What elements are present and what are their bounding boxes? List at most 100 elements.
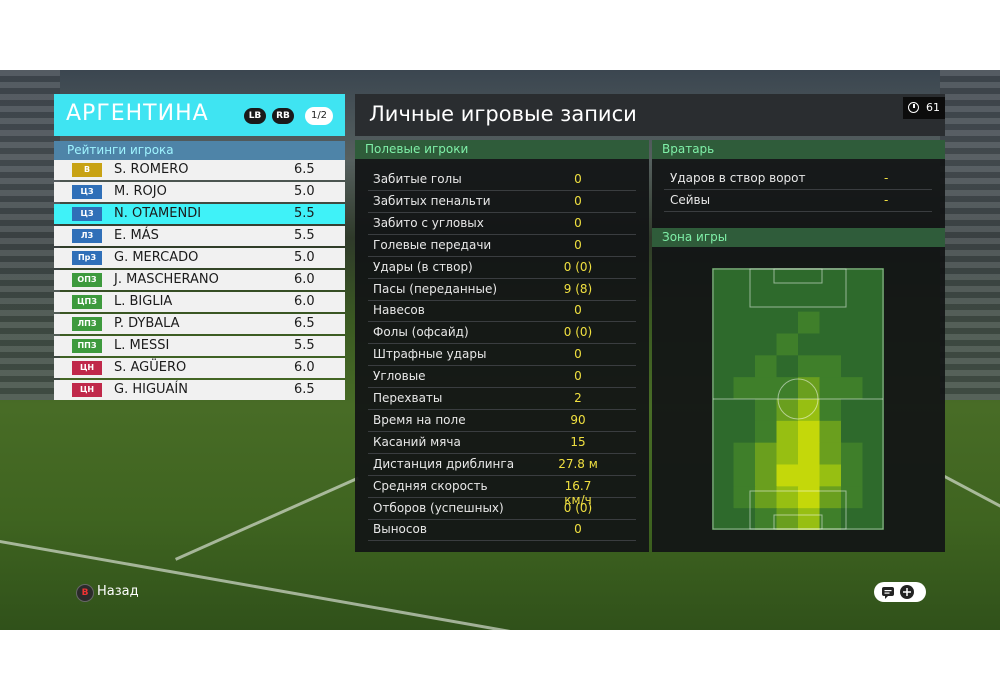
heat-cell: [755, 486, 777, 509]
player-name: N. OTAMENDI: [114, 206, 202, 221]
heat-cell: [755, 420, 777, 444]
player-row[interactable]: ЦН S. AGÜERO 6.0: [54, 358, 345, 378]
page-indicator: 1/2: [305, 107, 333, 125]
player-name: L. BIGLIA: [114, 294, 173, 309]
field-players-panel: Полевые игроки Забитые голы 0 Забитых пена…: [355, 140, 649, 552]
goalkeeper-stat-label: Сейвы: [670, 193, 711, 207]
player-name: G. MERCADO: [114, 250, 199, 265]
player-name: L. MESSI: [114, 338, 170, 353]
b-button-icon: B: [76, 584, 94, 602]
heat-cell: [755, 268, 777, 291]
player-rating: 6.0: [294, 272, 315, 287]
heat-cell: [755, 399, 777, 422]
heat-cell: [712, 377, 734, 400]
heat-cell: [776, 486, 799, 509]
goalkeeper-stat-row: Сейвы -: [664, 190, 932, 212]
heat-cell: [712, 268, 734, 291]
heat-cell: [733, 464, 756, 487]
heat-cell: [733, 355, 756, 378]
heat-cell: [798, 442, 820, 465]
player-row[interactable]: ЦЗ M. ROJO 5.0: [54, 182, 345, 202]
player-row[interactable]: ЛЗ E. MÁS 5.5: [54, 226, 345, 246]
heat-cell: [862, 355, 884, 378]
goalkeeper-header: Вратарь: [652, 140, 945, 159]
stat-value: 0: [574, 347, 582, 362]
heat-cell: [841, 268, 863, 291]
player-rating: 6.0: [294, 294, 315, 309]
heat-cell: [776, 420, 799, 444]
stat-label: Голевые передачи: [373, 237, 492, 252]
player-row[interactable]: В S. ROMERO 6.5: [54, 160, 345, 180]
stat-row: Средняя скорость 16.7 км/ч: [368, 476, 636, 507]
heat-cell: [776, 508, 799, 530]
heat-cell: [776, 399, 799, 422]
player-row[interactable]: ЦПЗ L. BIGLIA 6.0: [54, 292, 345, 312]
heat-cell: [733, 486, 756, 509]
lb-button-icon[interactable]: LB: [244, 108, 266, 124]
heat-cell: [712, 420, 734, 444]
stat-row: Перехваты 2: [368, 388, 636, 410]
stat-label: Забитые голы: [373, 172, 462, 186]
pitch-marking: [773, 514, 823, 530]
stat-label: Пасы (переданные): [373, 281, 498, 296]
goalkeeper-stat-label: Ударов в створ ворот: [670, 171, 806, 185]
stat-row: Забитых пенальти 0: [368, 191, 636, 213]
heat-cell: [733, 311, 756, 334]
player-row[interactable]: ПрЗ G. MERCADO 5.0: [54, 248, 345, 268]
player-row[interactable]: ОПЗ J. MASCHERANO 6.0: [54, 270, 345, 290]
rb-button-icon[interactable]: RB: [272, 108, 294, 124]
player-row[interactable]: ППЗ L. MESSI 5.5: [54, 336, 345, 356]
player-row[interactable]: ЛПЗ P. DYBALA 6.5: [54, 314, 345, 334]
player-row[interactable]: ЦН G. HIGUAÍN 6.5: [54, 380, 345, 400]
stadium-stand-right: [940, 70, 1000, 400]
stat-label: Время на поле: [373, 412, 466, 427]
team-header: АРГЕНТИНА LB RB 1/2: [54, 94, 345, 136]
heat-cell: [712, 289, 734, 313]
player-name: S. ROMERO: [114, 162, 189, 177]
goalkeeper-stat-row: Ударов в створ ворот -: [664, 168, 932, 190]
stadium-stand-left: [0, 70, 60, 400]
match-timer: 61: [903, 97, 945, 119]
heat-cell: [733, 289, 756, 313]
position-badge: ЦН: [72, 383, 102, 397]
heat-cell: [798, 289, 820, 313]
stat-label: Навесов: [373, 303, 425, 318]
goalkeeper-panel: Вратарь Ударов в створ ворот - Сейвы - Зона…: [652, 140, 945, 552]
heat-cell: [841, 442, 863, 465]
goalkeeper-stat-value: -: [884, 171, 889, 185]
back-label: Назад: [97, 584, 139, 599]
player-row[interactable]: ЦЗ N. OTAMENDI 5.5: [54, 204, 345, 224]
heat-cell: [712, 355, 734, 378]
stat-value: 16.7 км/ч: [564, 478, 592, 507]
stat-row: Забитые голы 0: [368, 169, 636, 191]
pitch-line: [943, 475, 1000, 511]
heat-cell: [776, 464, 799, 487]
stat-value: 0: [574, 237, 582, 252]
pitch-marking: [773, 268, 823, 284]
heat-cell: [819, 268, 842, 291]
stat-value: 0: [574, 172, 582, 186]
heat-cell: [841, 464, 863, 487]
rs-chat-button[interactable]: [874, 582, 926, 602]
heat-cell: [819, 508, 842, 530]
heat-cell: [819, 311, 842, 334]
stat-value: 0: [574, 522, 582, 537]
team-name: АРГЕНТИНА: [66, 101, 209, 126]
stat-row: Навесов 0: [368, 300, 636, 323]
heat-cell: [862, 268, 884, 291]
heat-cell: [798, 333, 820, 356]
stat-row: Удары (в створ) 0 (0): [368, 257, 636, 279]
heat-cell: [841, 420, 863, 444]
heat-cell: [819, 333, 842, 356]
game-screen: АРГЕНТИНА LB RB 1/2 Рейтинги игрока В S. …: [0, 70, 1000, 630]
stat-value: 9 (8): [563, 281, 593, 296]
heat-cell: [798, 508, 820, 530]
heat-cell: [712, 508, 734, 530]
position-badge: ОПЗ: [72, 273, 102, 287]
player-name: E. MÁS: [114, 228, 159, 243]
stat-value: 0 (0): [563, 259, 593, 274]
heat-cell: [733, 377, 756, 400]
stat-row: Дистанция дриблинга 27.8 м: [368, 454, 636, 476]
zone-header: Зона игры: [652, 228, 945, 247]
heatmap: [712, 268, 884, 530]
